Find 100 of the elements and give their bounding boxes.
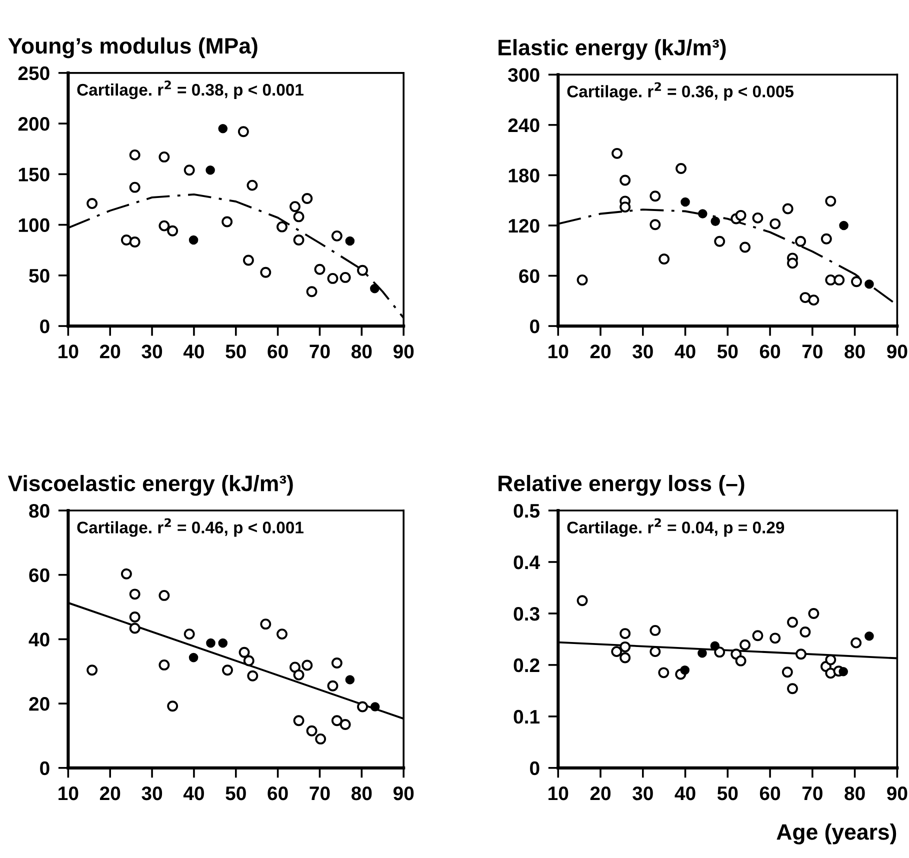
x-tick-label: 20 [590,786,611,800]
point [86,198,98,210]
point [714,646,726,658]
x-tick-label: 50 [226,344,246,358]
point [158,590,170,601]
point [158,659,170,670]
point [787,683,798,694]
x-tick-label: 30 [632,344,653,358]
x-tick-label: 80 [351,344,372,358]
point [238,126,249,138]
y-tick-label: 250 [18,66,50,80]
point [260,618,272,630]
point [650,190,661,202]
x-tick-label: 30 [142,344,162,358]
point [740,639,751,650]
point [370,284,380,294]
point [129,149,140,160]
y-tick-label: 120 [508,218,540,233]
point [658,254,670,264]
point [650,219,661,230]
point [740,242,751,253]
point [129,622,140,634]
x-tick-label: 90 [887,344,908,358]
y-tick-label: 180 [508,168,540,182]
y-tick-label: 50 [29,268,50,283]
point [345,236,355,246]
point [331,658,342,668]
point [242,254,254,266]
point [331,230,342,242]
point [576,274,588,286]
point [331,715,342,726]
point [314,264,326,275]
x-tick-label: 50 [717,344,738,358]
point [293,715,304,726]
point [864,631,874,641]
point [158,151,170,162]
point [357,264,368,276]
x-tick-label: 80 [351,786,372,800]
point [620,652,631,664]
point [839,220,848,230]
point [864,279,874,289]
x-tick-label: 80 [844,786,865,800]
point [293,234,304,246]
point [676,163,687,174]
point [698,209,708,218]
point [290,662,300,673]
point [188,235,198,245]
point [188,652,198,662]
point [206,165,215,175]
point [710,641,720,651]
point [735,210,746,221]
y-tick-label: 80 [29,504,50,518]
x-tick-label: 60 [760,344,780,358]
point [276,628,288,640]
x-tick-label: 60 [268,786,288,800]
point [327,680,338,692]
y-tick-label: 0 [530,761,540,776]
point [825,274,836,286]
point [620,202,631,213]
point [276,221,288,232]
point [800,292,811,304]
point [612,148,623,159]
point [782,203,794,214]
x-tick-label: 90 [393,344,414,358]
y-tick-label: 0 [40,320,50,334]
point [120,568,132,580]
point [714,236,726,247]
x-tick-label: 40 [183,344,204,358]
x-tick-label: 20 [590,344,611,358]
point [293,211,304,222]
point [222,216,233,228]
x-tick-label: 90 [393,786,414,800]
point [306,286,318,298]
x-tick-label: 70 [802,786,822,800]
point [650,624,661,636]
y-tick-label: 0.1 [514,710,540,724]
point [306,725,318,736]
point [611,646,622,658]
x-axis-title: Age (years) [776,824,896,844]
point [620,641,631,652]
x-tick-label: 60 [760,786,780,800]
chart-title: Viscoelastic energy (kJ/m³) [8,474,293,496]
point [650,646,661,658]
point [222,664,233,676]
annotation: Cartilage. r$^{2}$ = 0.04, p = 0.29 [567,518,784,537]
point [787,258,798,269]
point [796,648,806,660]
x-tick-label: 40 [183,786,204,800]
y-tick-label: 200 [18,117,50,131]
x-tick-label: 70 [310,786,330,800]
point [293,669,304,680]
point [327,272,338,284]
y-tick-label: 0 [40,761,50,776]
point [735,655,746,666]
annotation: Cartilage. r$^{2}$ = 0.46, p < 0.001 [77,518,304,537]
point [340,719,351,730]
y-tick-label: 0.5 [514,504,540,518]
y-tick-label: 60 [519,269,540,283]
point [752,212,764,224]
x-tick-label: 90 [887,786,908,800]
